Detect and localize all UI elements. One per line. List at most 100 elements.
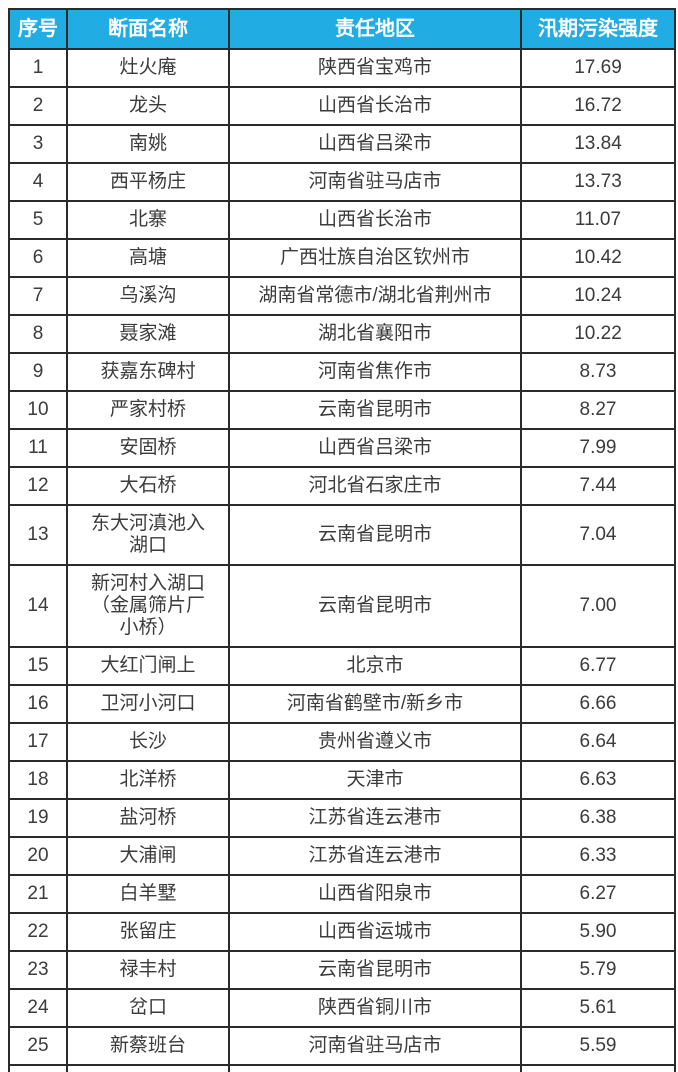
cell-intensity: 7.44 bbox=[520, 466, 676, 506]
table-row: 9 获嘉东碑村 河南省焦作市 8.73 bbox=[8, 352, 676, 392]
cell-index: 3 bbox=[8, 124, 68, 164]
cell-section-name: 东大河滇池入湖口 bbox=[66, 504, 230, 566]
cell-section-name: 张留庄 bbox=[66, 912, 230, 952]
table-row: 21 白羊墅 山西省阳泉市 6.27 bbox=[8, 874, 676, 914]
cell-index: 19 bbox=[8, 798, 68, 838]
cell-index: 23 bbox=[8, 950, 68, 990]
cell-intensity: 6.64 bbox=[520, 722, 676, 762]
cell-region: 河南省驻马店市 bbox=[228, 1026, 522, 1066]
cell-intensity: 11.07 bbox=[520, 200, 676, 240]
cell-region: 河北省石家庄市 bbox=[228, 466, 522, 506]
cell-index: 8 bbox=[8, 314, 68, 354]
partial-clipped-row bbox=[8, 1064, 676, 1072]
cell-section-name: 安固桥 bbox=[66, 428, 230, 468]
cell-section-name: 新蔡班台 bbox=[66, 1026, 230, 1066]
cell-section-name: 北洋桥 bbox=[66, 760, 230, 800]
cell-intensity: 16.72 bbox=[520, 86, 676, 126]
cell-index: 21 bbox=[8, 874, 68, 914]
table-row: 11 安固桥 山西省吕梁市 7.99 bbox=[8, 428, 676, 468]
table-row: 6 高塘 广西壮族自治区钦州市 10.42 bbox=[8, 238, 676, 278]
table-row: 15 大红门闸上 北京市 6.77 bbox=[8, 646, 676, 686]
cell-region: 山西省吕梁市 bbox=[228, 124, 522, 164]
cell-region: 湖北省襄阳市 bbox=[228, 314, 522, 354]
cell-index: 20 bbox=[8, 836, 68, 876]
cell-index: 7 bbox=[8, 276, 68, 316]
cell-section-name: 新河村入湖口（金属筛片厂小桥） bbox=[66, 564, 230, 648]
cell-index: 9 bbox=[8, 352, 68, 392]
table-row: 20 大浦闸 江苏省连云港市 6.33 bbox=[8, 836, 676, 876]
col-header-region: 责任地区 bbox=[228, 8, 522, 50]
cell-region: 山西省吕梁市 bbox=[228, 428, 522, 468]
cell-intensity: 6.63 bbox=[520, 760, 676, 800]
cell-index: 17 bbox=[8, 722, 68, 762]
cell-section-name: 岔口 bbox=[66, 988, 230, 1028]
cell-index: 10 bbox=[8, 390, 68, 430]
cell-index: 18 bbox=[8, 760, 68, 800]
cell-region: 山西省阳泉市 bbox=[228, 874, 522, 914]
cell-index: 12 bbox=[8, 466, 68, 506]
cell-section-name: 卫河小河口 bbox=[66, 684, 230, 724]
cell-section-name: 南姚 bbox=[66, 124, 230, 164]
cell-index: 24 bbox=[8, 988, 68, 1028]
cell-region: 北京市 bbox=[228, 646, 522, 686]
cell-region: 河南省鹤壁市/新乡市 bbox=[228, 684, 522, 724]
cell-section-name: 大红门闸上 bbox=[66, 646, 230, 686]
cell-section-name: 白羊墅 bbox=[66, 874, 230, 914]
cell-index: 5 bbox=[8, 200, 68, 240]
cell-region: 江苏省连云港市 bbox=[228, 798, 522, 838]
header-row: 序号 断面名称 责任地区 汛期污染强度 bbox=[8, 8, 676, 50]
table-row: 8 聂家滩 湖北省襄阳市 10.22 bbox=[8, 314, 676, 354]
cell-section-name: 乌溪沟 bbox=[66, 276, 230, 316]
cell-index: 22 bbox=[8, 912, 68, 952]
cell-section-name: 获嘉东碑村 bbox=[66, 352, 230, 392]
cell-region: 天津市 bbox=[228, 760, 522, 800]
cell-section-name: 龙头 bbox=[66, 86, 230, 126]
cell-index bbox=[8, 1064, 68, 1072]
cell-region: 山西省运城市 bbox=[228, 912, 522, 952]
table-row: 16 卫河小河口 河南省鹤壁市/新乡市 6.66 bbox=[8, 684, 676, 724]
cell-intensity: 5.79 bbox=[520, 950, 676, 990]
cell-index: 2 bbox=[8, 86, 68, 126]
cell-index: 16 bbox=[8, 684, 68, 724]
cell-intensity: 6.27 bbox=[520, 874, 676, 914]
cell-intensity: 10.24 bbox=[520, 276, 676, 316]
cell-intensity: 6.33 bbox=[520, 836, 676, 876]
cell-region: 广西壮族自治区钦州市 bbox=[228, 238, 522, 278]
cell-region: 贵州省遵义市 bbox=[228, 722, 522, 762]
cell-index: 14 bbox=[8, 564, 68, 648]
cell-intensity: 5.90 bbox=[520, 912, 676, 952]
table-row: 19 盐河桥 江苏省连云港市 6.38 bbox=[8, 798, 676, 838]
cell-intensity: 7.00 bbox=[520, 564, 676, 648]
cell-intensity: 6.77 bbox=[520, 646, 676, 686]
cell-intensity: 8.27 bbox=[520, 390, 676, 430]
cell-intensity: 6.38 bbox=[520, 798, 676, 838]
cell-section-name: 大浦闸 bbox=[66, 836, 230, 876]
cell-region: 陕西省宝鸡市 bbox=[228, 48, 522, 88]
cell-index: 15 bbox=[8, 646, 68, 686]
cell-region: 山西省长治市 bbox=[228, 86, 522, 126]
cell-section-name: 大石桥 bbox=[66, 466, 230, 506]
cell-intensity bbox=[520, 1064, 676, 1072]
table-row: 13 东大河滇池入湖口 云南省昆明市 7.04 bbox=[8, 504, 676, 566]
table-row: 4 西平杨庄 河南省驻马店市 13.73 bbox=[8, 162, 676, 202]
cell-index: 4 bbox=[8, 162, 68, 202]
cell-region: 云南省昆明市 bbox=[228, 950, 522, 990]
table-row: 18 北洋桥 天津市 6.63 bbox=[8, 760, 676, 800]
cell-intensity: 13.73 bbox=[520, 162, 676, 202]
table-row: 2 龙头 山西省长治市 16.72 bbox=[8, 86, 676, 126]
cell-section-name: 灶火庵 bbox=[66, 48, 230, 88]
cell-region: 云南省昆明市 bbox=[228, 564, 522, 648]
cell-region bbox=[228, 1064, 522, 1072]
cell-region: 山西省长治市 bbox=[228, 200, 522, 240]
cell-intensity: 8.73 bbox=[520, 352, 676, 392]
cell-section-name: 北寨 bbox=[66, 200, 230, 240]
cell-index: 25 bbox=[8, 1026, 68, 1066]
cell-section-name: 严家村桥 bbox=[66, 390, 230, 430]
table-row: 22 张留庄 山西省运城市 5.90 bbox=[8, 912, 676, 952]
table-row: 17 长沙 贵州省遵义市 6.64 bbox=[8, 722, 676, 762]
cell-intensity: 10.22 bbox=[520, 314, 676, 354]
table-row: 5 北寨 山西省长治市 11.07 bbox=[8, 200, 676, 240]
cell-section-name: 聂家滩 bbox=[66, 314, 230, 354]
cell-intensity: 7.99 bbox=[520, 428, 676, 468]
cell-region: 云南省昆明市 bbox=[228, 504, 522, 566]
